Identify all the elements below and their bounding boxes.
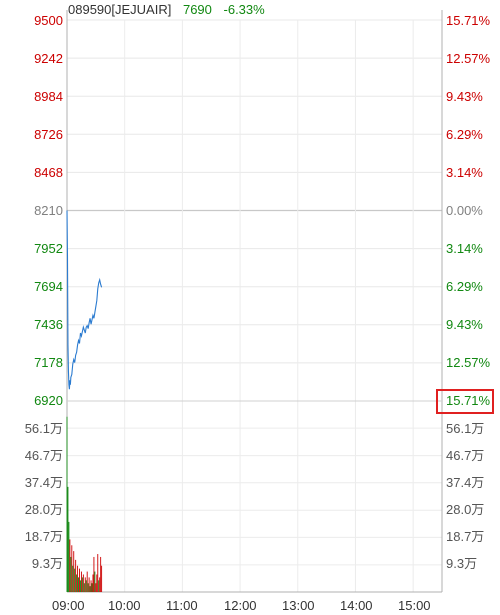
price-tick: 7178	[34, 355, 63, 370]
price-tick: 9242	[34, 51, 63, 66]
volume-tick: 9.3万	[31, 556, 63, 571]
stock-code: 089590[JEJUAIR]	[68, 2, 172, 17]
time-tick: 11:00	[166, 598, 198, 613]
percent-tick: 0.00%	[446, 203, 483, 218]
price-tick: 8726	[34, 127, 63, 142]
price-tick: 8210	[34, 203, 63, 218]
price-tick: 6920	[34, 393, 63, 408]
price-tick: 8468	[34, 165, 63, 180]
time-tick: 09:00	[52, 598, 85, 613]
percent-tick: 12.57%	[446, 355, 491, 370]
percent-tick: 9.43%	[446, 317, 483, 332]
percent-tick: 3.14%	[446, 165, 483, 180]
volume-tick: 9.3万	[446, 556, 478, 571]
time-tick: 12:00	[224, 598, 257, 613]
chart-header: 089590[JEJUAIR] 7690 -6.33%	[68, 2, 273, 17]
current-price: 7690	[182, 2, 212, 17]
percent-tick: 12.57%	[446, 51, 491, 66]
time-tick: 14:00	[340, 598, 373, 613]
price-change: -6.33%	[223, 2, 265, 17]
volume-tick: 46.7万	[24, 448, 63, 463]
volume-tick: 37.4万	[446, 475, 485, 490]
time-tick: 15:00	[398, 598, 431, 613]
time-tick: 13:00	[282, 598, 315, 613]
highlight-box	[436, 389, 494, 414]
volume-tick: 56.1万	[24, 421, 63, 436]
time-tick: 10:00	[108, 598, 141, 613]
percent-tick: 15.71%	[446, 393, 491, 408]
volume-tick: 28.0万	[446, 502, 485, 517]
percent-tick: 6.29%	[446, 279, 483, 294]
volume-tick: 56.1万	[446, 421, 485, 436]
percent-tick: 6.29%	[446, 127, 483, 142]
volume-tick: 37.4万	[24, 475, 63, 490]
volume-tick: 18.7万	[24, 529, 63, 544]
price-tick: 9500	[34, 13, 63, 28]
price-tick: 7952	[34, 241, 63, 256]
price-line	[66, 210, 103, 390]
price-tick: 8984	[34, 89, 63, 104]
percent-tick: 3.14%	[446, 241, 483, 256]
volume-tick: 18.7万	[446, 529, 485, 544]
price-tick: 7436	[34, 317, 63, 332]
volume-tick: 28.0万	[24, 502, 63, 517]
volume-tick: 46.7万	[446, 448, 485, 463]
percent-tick: 9.43%	[446, 89, 483, 104]
price-tick: 7694	[34, 279, 63, 294]
percent-tick: 15.71%	[446, 13, 491, 28]
